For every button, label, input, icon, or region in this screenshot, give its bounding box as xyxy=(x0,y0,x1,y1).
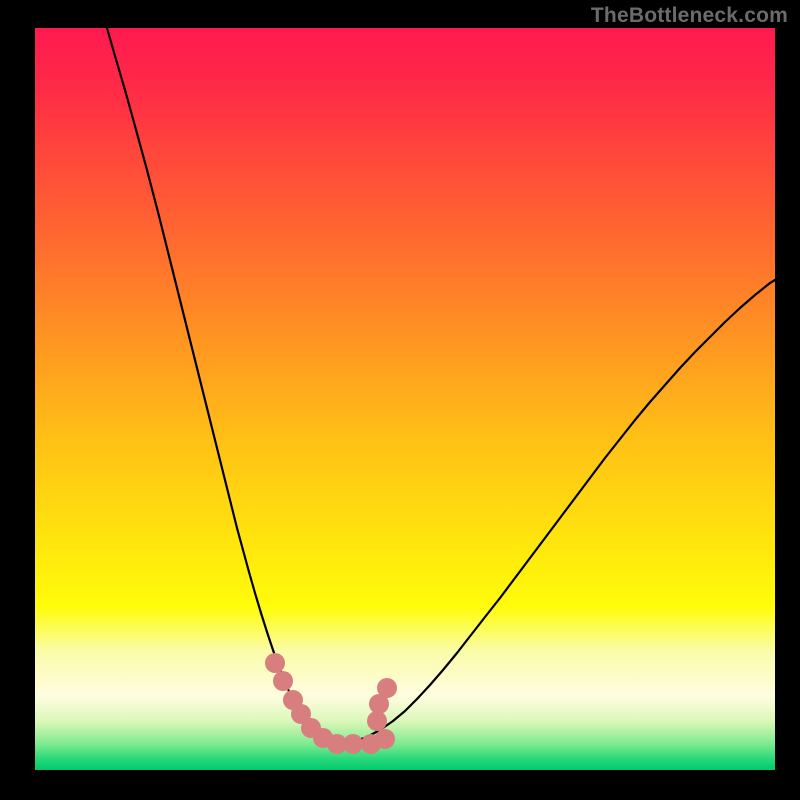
highlight-dots xyxy=(273,671,293,691)
highlight-dots xyxy=(343,734,363,754)
highlight-dots xyxy=(377,678,397,698)
highlight-dots xyxy=(265,653,285,673)
plot-bg-gradient xyxy=(35,28,775,770)
highlight-dots xyxy=(367,711,387,731)
chart-svg xyxy=(0,0,800,800)
watermark-text: TheBottleneck.com xyxy=(591,4,788,28)
highlight-dots xyxy=(375,729,395,749)
figure-root: TheBottleneck.com xyxy=(0,0,800,800)
